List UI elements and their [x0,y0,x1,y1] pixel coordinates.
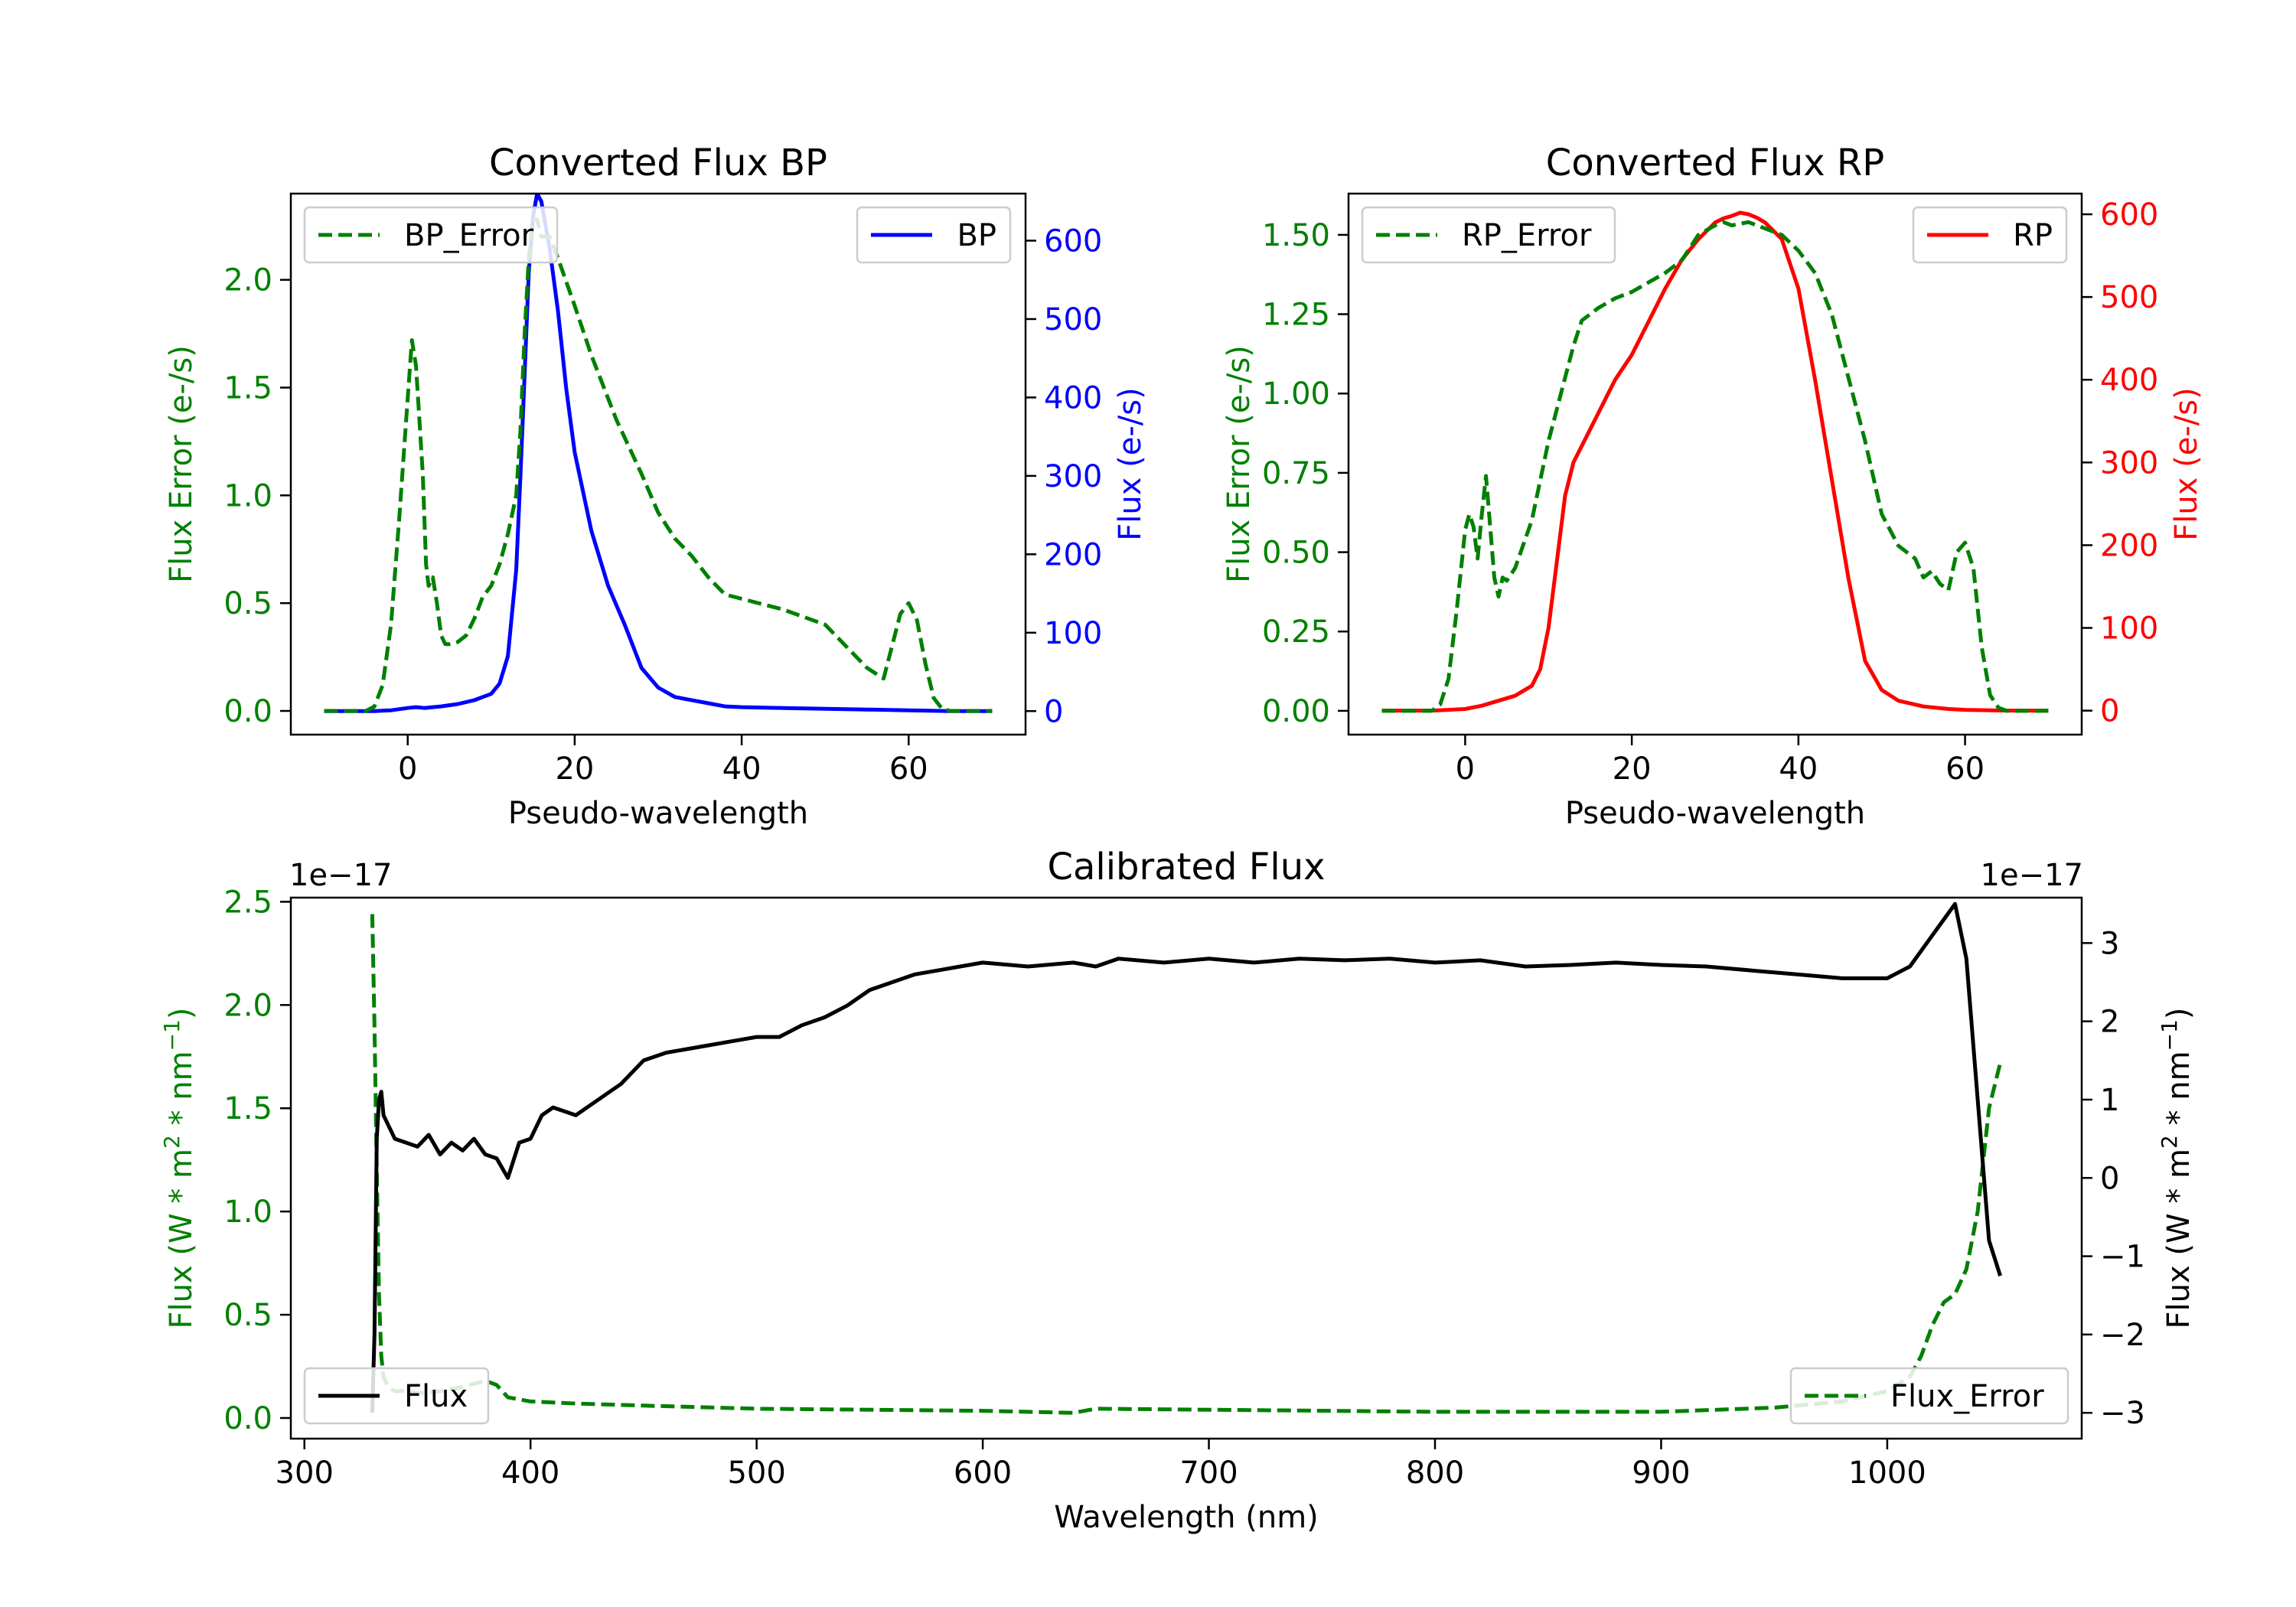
y-right-tick-label: 600 [2100,197,2158,233]
legend-box [303,206,559,264]
y-left-tick-label: 2.5 [223,885,272,920]
y-right-axis-label: Flux (e-/s) [1113,387,1148,540]
legend-box [1361,206,1616,264]
y-left-offset-label: 1e−17 [289,858,392,893]
y-right-tick-label: 0 [2100,694,2119,729]
series-line-rp [1381,210,2049,713]
y-right-tick-label: 600 [1044,223,1102,259]
x-axis-label: Wavelength (nm) [1054,1500,1319,1535]
y-left-tick-label: 0.0 [223,1401,272,1436]
axes-frame [289,896,2083,1440]
x-tick-label: 60 [1945,751,1985,787]
legend-bp: BP [856,206,1012,264]
y-right-tick-label: 300 [2100,445,2158,481]
chart-title: Converted Flux BP [489,142,827,184]
x-tick-label: 20 [555,751,594,787]
x-tick-label: 40 [1779,751,1818,787]
x-tick-label: 60 [889,751,928,787]
y-left-axis-label: Flux Error (e-/s) [1221,345,1257,583]
y-left-tick-label: 1.5 [223,1091,272,1126]
y-right-axis-label: Flux (e-/s) [2169,387,2204,540]
legend-flux-error: Flux_Error [1789,1367,2069,1425]
y-right-tick-label: 300 [1044,459,1102,494]
legend-label: RP [2013,218,2053,253]
y-left-tick-label: 0.75 [1262,456,1330,491]
legend-label: RP_Error [1462,218,1592,253]
x-tick-label: 500 [727,1455,785,1491]
y-left-tick-label: 0.50 [1262,536,1330,571]
x-axis-label: Pseudo-wavelength [508,796,808,831]
y-left-tick-label: 1.25 [1262,298,1330,333]
x-tick-label: 800 [1406,1455,1464,1491]
legend-rp: RP [1912,206,2068,264]
chart-panel-2: 0 20 40 60 0.00 0.25 0.50 0.75 1.00 1.25 1.50 0 100 2… [1221,142,2204,831]
y-right-tick-label: 400 [1044,380,1102,416]
chart-panel-3: 300 400 500 600 700 800 900 1000 0.0 0.5 1.0 1.5 2.0… [159,846,2197,1535]
legend-rp-error: RP_Error [1361,206,1616,264]
y-left-tick-label: 0.5 [223,1298,272,1333]
legend-box [1789,1367,2069,1425]
legend-label: Flux [404,1379,468,1414]
chart-title: Converted Flux RP [1546,142,1884,184]
legend-box [856,206,1012,264]
y-left-tick-label: 0.0 [223,694,272,729]
legend-flux: Flux [303,1367,490,1425]
legend-label: BP [957,218,996,253]
y-right-tick-label: −3 [2100,1396,2145,1431]
y-right-axis-label: Flux (W * m2 * nm−1) [2157,1008,2197,1329]
legend-bp-error: BP_Error [303,206,559,264]
x-tick-label: 700 [1179,1455,1238,1491]
y-right-tick-label: 400 [2100,363,2158,398]
y-left-tick-label: 2.0 [223,988,272,1023]
y-left-tick-label: 2.0 [223,263,272,298]
y-right-tick-label: 100 [2100,611,2158,647]
x-tick-label: 40 [722,751,762,787]
axes-frame [1347,192,2083,736]
y-right-tick-label: 500 [1044,302,1102,337]
legend-label: Flux_Error [1890,1379,2044,1414]
y-left-tick-label: 0.5 [223,586,272,621]
y-left-axis-label: Flux Error (e-/s) [164,345,199,583]
x-tick-label: 300 [276,1455,334,1491]
axes-frame [289,192,1027,736]
y-right-tick-label: 0 [2100,1161,2119,1196]
y-left-tick-label: 1.5 [223,371,272,406]
y-right-tick-label: 2 [2100,1005,2119,1040]
x-axis-label: Pseudo-wavelength [1565,796,1865,831]
chart-title: Calibrated Flux [1047,846,1325,888]
y-right-tick-label: 200 [2100,528,2158,563]
y-right-offset-label: 1e−17 [1981,858,2083,893]
y-left-tick-label: 0.00 [1262,694,1330,729]
y-left-tick-label: 1.0 [223,1195,272,1230]
x-tick-label: 20 [1613,751,1652,787]
legend-label: BP_Error [404,218,534,253]
y-left-tick-label: 1.00 [1262,376,1330,412]
legend-box [1912,206,2068,264]
x-tick-label: 600 [954,1455,1012,1491]
y-right-tick-label: −1 [2100,1240,2145,1275]
y-left-tick-label: 1.0 [223,478,272,513]
x-tick-label: 0 [1456,751,1475,787]
y-right-tick-label: 200 [1044,537,1102,572]
chart-panel-1: 0 20 40 60 0.0 0.5 1.0 1.5 2.0 0 100 200 300 400 500 60… [164,142,1148,831]
y-right-tick-label: 0 [1044,694,1063,729]
y-right-tick-label: 1 [2100,1083,2119,1118]
y-right-tick-label: 3 [2100,926,2119,961]
y-right-tick-label: 100 [1044,616,1102,651]
x-tick-label: 900 [1632,1455,1690,1491]
y-left-axis-label: Flux (W * m2 * nm−1) [159,1008,200,1329]
y-left-tick-label: 0.25 [1262,614,1330,650]
y-left-tick-label: 1.50 [1262,218,1330,253]
x-tick-label: 0 [398,751,417,787]
x-tick-label: 400 [501,1455,559,1491]
series-line-flux [370,901,2002,1413]
series-line-rp-error [1381,220,2049,713]
y-right-tick-label: −2 [2100,1318,2145,1353]
x-tick-label: 1000 [1848,1455,1926,1491]
y-right-tick-label: 500 [2100,280,2158,315]
legend-box [303,1367,490,1425]
